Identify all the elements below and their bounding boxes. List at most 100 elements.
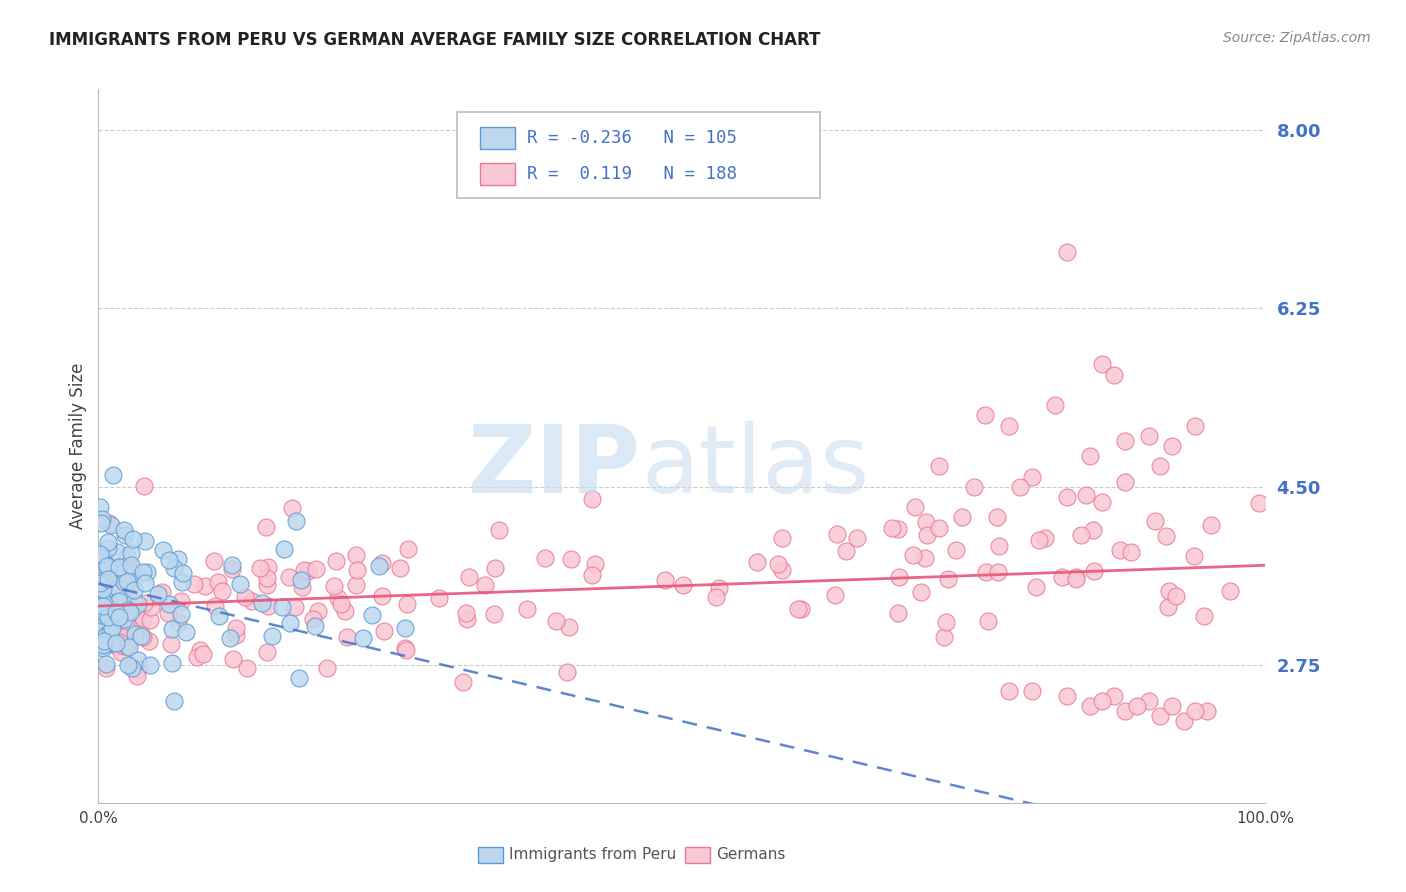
Point [1159, 583, 1181, 598]
Point [141, 600, 163, 615]
Point [322, 579, 344, 593]
Point [910, 585, 932, 599]
Point [291, 580, 314, 594]
Point [1066, 572, 1088, 586]
Point [94, 603, 117, 617]
Point [93, 601, 115, 615]
Point [581, 568, 603, 582]
Point [122, 595, 145, 609]
Point [1173, 714, 1195, 729]
Point [94, 661, 117, 675]
Point [111, 630, 134, 644]
Point [1184, 704, 1206, 718]
Point [962, 480, 984, 494]
Point [89, 617, 111, 632]
Point [207, 575, 229, 590]
Point [90, 603, 112, 617]
Point [134, 479, 156, 493]
Point [107, 610, 129, 624]
Point [221, 558, 243, 572]
Point [93, 574, 115, 589]
Point [249, 561, 271, 575]
Point [112, 523, 135, 537]
Point [770, 531, 793, 545]
Point [134, 533, 156, 548]
Point [1050, 570, 1073, 584]
Point [887, 522, 910, 536]
Point [124, 583, 146, 598]
Point [256, 645, 278, 659]
Point [125, 619, 148, 633]
Point [96, 633, 118, 648]
Point [1143, 514, 1166, 528]
Point [326, 591, 349, 606]
Point [1028, 533, 1050, 548]
Point [157, 553, 180, 567]
Point [90, 605, 112, 619]
Point [938, 572, 960, 586]
Point [108, 628, 131, 642]
Point [1195, 704, 1218, 718]
Point [1091, 495, 1114, 509]
Text: Germans: Germans [716, 847, 785, 862]
Point [90, 624, 112, 638]
Point [915, 528, 938, 542]
Point [114, 528, 136, 542]
Point [987, 565, 1010, 579]
Point [704, 590, 727, 604]
Point [654, 573, 676, 587]
Point [90, 608, 112, 623]
Point [121, 532, 143, 546]
Point [97, 534, 120, 549]
Point [117, 574, 139, 588]
Point [222, 651, 245, 665]
Point [89, 500, 111, 515]
Point [301, 612, 323, 626]
Point [1091, 358, 1114, 372]
Point [790, 602, 813, 616]
Point [97, 610, 120, 624]
Point [225, 621, 247, 635]
Point [880, 520, 903, 534]
Point [89, 547, 111, 561]
Point [89, 568, 111, 582]
Point [297, 564, 319, 578]
Point [97, 572, 120, 586]
Point [273, 542, 295, 557]
Point [1121, 545, 1143, 559]
Point [117, 557, 139, 571]
Point [104, 625, 127, 640]
Point [170, 574, 193, 589]
Point [93, 575, 115, 590]
Point [101, 467, 124, 482]
Point [160, 656, 183, 670]
Point [170, 594, 193, 608]
Point [100, 626, 122, 640]
Point [134, 575, 156, 590]
Point [107, 604, 129, 618]
Point [1033, 531, 1056, 545]
Point [118, 640, 141, 655]
Point [1182, 549, 1205, 564]
Point [110, 645, 132, 659]
Point [101, 636, 124, 650]
Point [1109, 543, 1132, 558]
Point [94, 637, 117, 651]
Point [1070, 528, 1092, 542]
Point [278, 569, 301, 583]
Point [122, 574, 145, 588]
Point [93, 564, 115, 578]
Point [824, 588, 846, 602]
Point [901, 548, 924, 562]
Point [176, 624, 198, 639]
Point [904, 500, 927, 515]
Point [427, 591, 450, 605]
Point [91, 582, 114, 597]
Point [1056, 689, 1078, 703]
Point [316, 661, 339, 675]
Point [157, 597, 180, 611]
Point [118, 570, 141, 584]
Point [163, 694, 186, 708]
Point [146, 587, 169, 601]
Point [96, 594, 118, 608]
